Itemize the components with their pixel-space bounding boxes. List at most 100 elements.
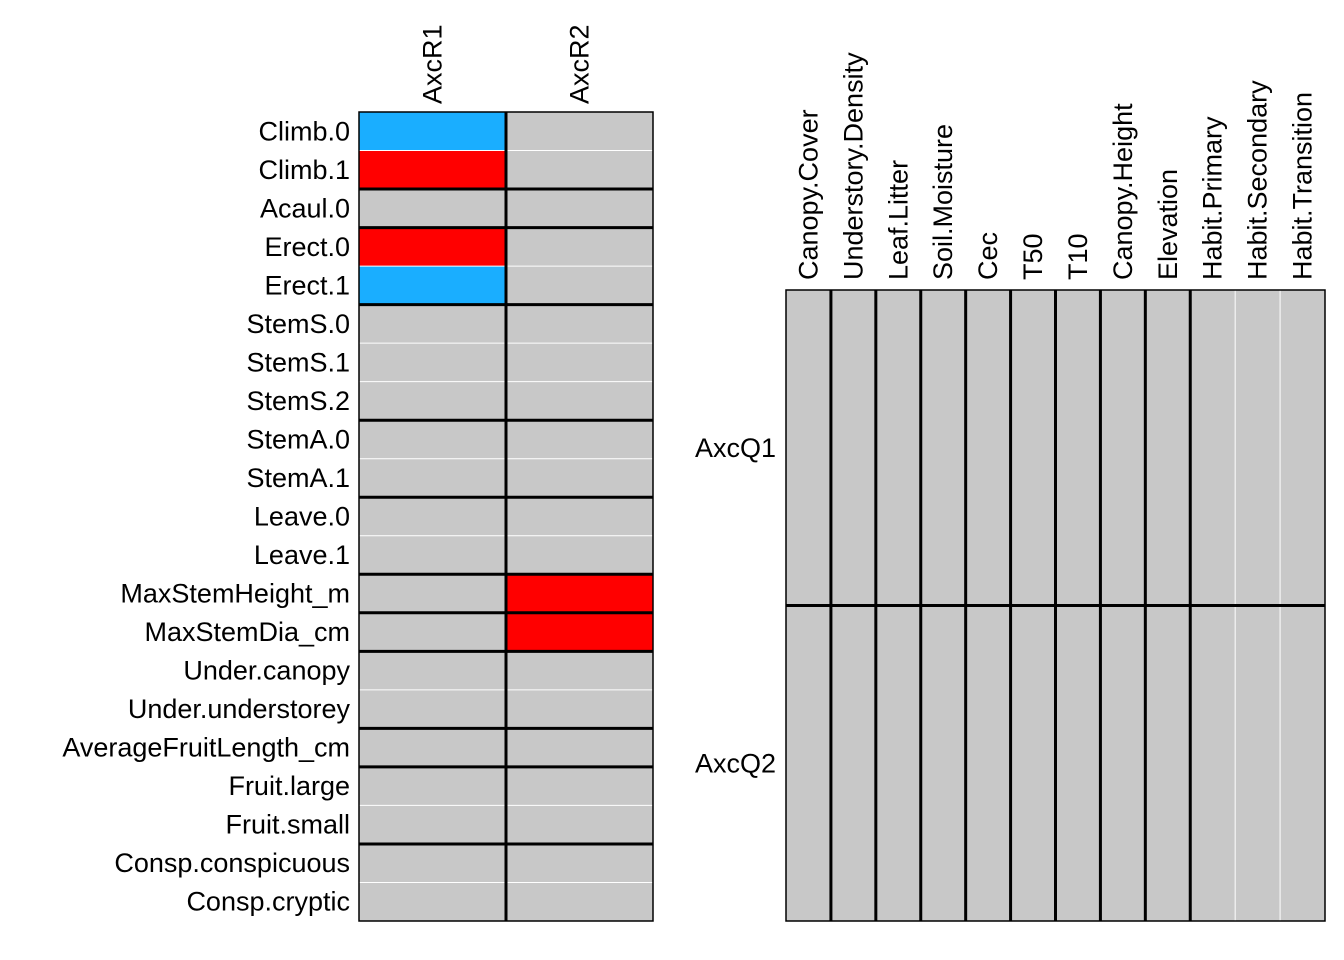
row-label: Climb.1 — [258, 155, 350, 185]
heatmap-cell — [1055, 605, 1101, 921]
column-label: Understory.Density — [838, 52, 868, 280]
column-label: AxcR1 — [418, 24, 448, 104]
heatmap-cell — [506, 150, 653, 190]
heatmap-cell — [1280, 605, 1325, 921]
row-label: StemA.0 — [246, 424, 350, 454]
column-label: Habit.Secondary — [1243, 80, 1273, 280]
heatmap-cell — [1235, 605, 1281, 921]
heatmap-cell — [359, 150, 506, 190]
heatmap-cell — [359, 497, 506, 536]
heatmap-cell — [359, 535, 506, 575]
row-label: AxcQ2 — [695, 748, 776, 778]
heatmap-cell — [786, 605, 831, 921]
heatmap-cell — [506, 689, 653, 729]
row-label: StemS.1 — [246, 347, 350, 377]
heatmap-cell — [1055, 290, 1101, 606]
column-label: Leaf.Litter — [883, 160, 913, 280]
heatmap-cell — [359, 766, 506, 806]
heatmap-cell — [359, 266, 506, 305]
heatmap-cell — [359, 458, 506, 498]
row-label: Leave.0 — [254, 502, 350, 532]
row-label: Under.canopy — [183, 656, 350, 686]
heatmap-cell — [1100, 290, 1146, 606]
column-label: Canopy.Cover — [793, 109, 823, 280]
row-label: Consp.cryptic — [186, 887, 350, 917]
row-label: StemS.0 — [246, 309, 350, 339]
heatmap-cell — [1010, 605, 1056, 921]
column-label: AxcR2 — [565, 24, 595, 104]
column-label: Soil.Moisture — [928, 124, 958, 280]
row-label: Fruit.small — [225, 810, 350, 840]
heatmap-cell — [920, 290, 966, 606]
heatmap-cell — [506, 651, 653, 690]
heatmap-cell — [506, 612, 653, 652]
heatmap-cell — [359, 612, 506, 652]
heatmap-cell — [359, 304, 506, 344]
heatmap-cell — [1190, 290, 1236, 606]
heatmap-cell — [506, 805, 653, 844]
heatmap-cell — [506, 266, 653, 305]
heatmap-cell — [830, 290, 876, 606]
heatmap-cell — [359, 343, 506, 382]
heatmap-cell — [506, 189, 653, 228]
heatmap-cell — [506, 843, 653, 883]
heatmap-cell — [359, 728, 506, 767]
row-label: Leave.1 — [254, 540, 350, 570]
row-label: Under.understorey — [128, 694, 351, 724]
row-label: AverageFruitLength_cm — [62, 733, 350, 763]
heatmap-cell — [920, 605, 966, 921]
heatmap-cell — [1280, 290, 1325, 606]
heatmap-cell — [1145, 290, 1191, 606]
row-label: Erect.1 — [264, 270, 350, 300]
heatmap-cell — [786, 290, 831, 606]
row-label: StemS.2 — [246, 386, 350, 416]
row-label: Consp.conspicuous — [114, 848, 350, 878]
heatmap-cell — [359, 689, 506, 729]
heatmap-cell — [506, 728, 653, 767]
heatmap-cell — [359, 381, 506, 421]
heatmap-cell — [359, 805, 506, 844]
heatmap-cell — [506, 766, 653, 806]
heatmap-cell — [1235, 290, 1281, 606]
heatmap-cell — [1100, 605, 1146, 921]
heatmap-frame — [358, 111, 654, 922]
row-label: MaxStemDia_cm — [144, 617, 350, 647]
column-label: T10 — [1063, 233, 1093, 280]
heatmap-cell — [506, 112, 653, 151]
row-label: Acaul.0 — [260, 193, 350, 223]
heatmap-cell — [875, 290, 921, 606]
column-label: T50 — [1018, 233, 1048, 280]
heatmap-cell — [359, 574, 506, 613]
row-label: MaxStemHeight_m — [120, 579, 350, 609]
heatmap-cell — [506, 458, 653, 498]
heatmap-cell — [1145, 605, 1191, 921]
heatmap-cell — [359, 882, 506, 921]
heatmap-frame — [785, 289, 1326, 922]
heatmap-cell — [1010, 290, 1056, 606]
heatmap-cell — [359, 112, 506, 151]
heatmap-cell — [359, 189, 506, 228]
heatmap-cell — [875, 605, 921, 921]
column-label: Cec — [973, 232, 1003, 280]
row-label: Fruit.large — [228, 771, 350, 801]
heatmap-cell — [359, 227, 506, 267]
heatmap-cell — [506, 381, 653, 421]
heatmap-cell — [1190, 605, 1236, 921]
heatmap-cell — [506, 343, 653, 382]
heatmap-cell — [506, 227, 653, 267]
heatmap-cell — [965, 605, 1011, 921]
heatmap-cell — [830, 605, 876, 921]
row-label: StemA.1 — [246, 463, 350, 493]
heatmap-cell — [965, 290, 1011, 606]
heatmap-cell — [506, 420, 653, 459]
heatmap-cell — [506, 497, 653, 536]
trait-rlq-heatmap: Climb.0 Climb.1 Acaul.0 Erect.0 Erect.1 StemS… — [62, 24, 654, 922]
heatmap-cell — [506, 304, 653, 344]
column-label: Habit.Primary — [1198, 116, 1228, 280]
column-label: Canopy.Height — [1108, 103, 1138, 280]
row-label: Climb.0 — [258, 116, 350, 146]
heatmap-cell — [506, 882, 653, 921]
environment-rlq-heatmap: AxcQ1 AxcQ2 Canopy.Cover Understory.Density… — [695, 52, 1326, 922]
column-label: Habit.Transition — [1288, 92, 1318, 280]
